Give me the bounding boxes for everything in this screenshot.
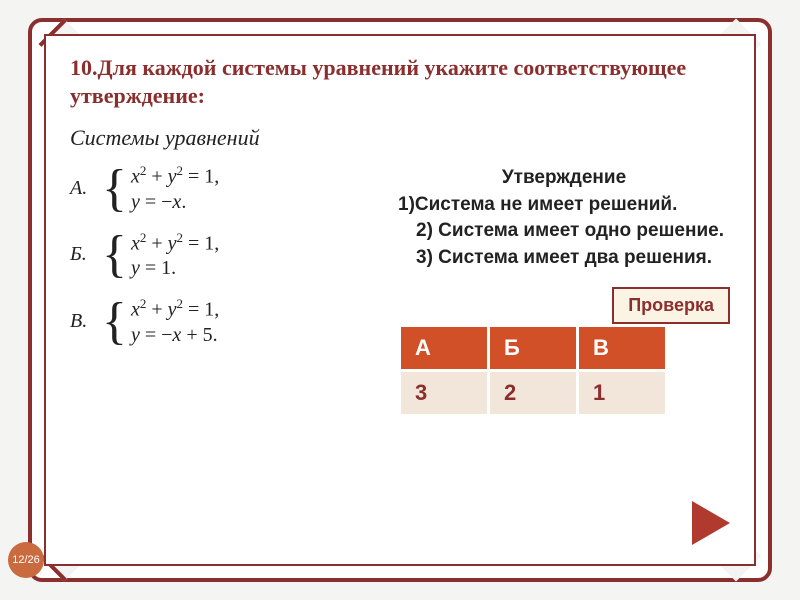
system-label: А. [70, 177, 92, 200]
table-header-row: А Б В [400, 326, 667, 371]
table-header-cell: А [400, 326, 489, 371]
assertion-item: 2) Система имеет одно решение. [398, 218, 730, 245]
assertion-item: 3) Система имеет два решения. [398, 245, 730, 272]
assertions-column: Утверждение 1)Система не имеет решений. … [398, 125, 730, 417]
equation: x2 + y2 = 1, [131, 230, 219, 256]
answer-table: А Б В 3 2 1 [398, 324, 668, 417]
table-header-cell: Б [489, 326, 578, 371]
page-indicator: 12/26 [8, 542, 44, 578]
system-label: Б. [70, 243, 92, 266]
assertions-block: Утверждение 1)Система не имеет решений. … [398, 165, 730, 271]
system-label: В. [70, 310, 92, 333]
check-button[interactable]: Проверка [612, 287, 730, 324]
question-number: 10. [70, 55, 98, 80]
table-value-cell: 3 [400, 371, 489, 416]
systems-column: Системы уравнений А. { x2 + y2 = 1, y = … [70, 125, 370, 417]
assertion-item: 1)Система не имеет решений. [398, 192, 730, 219]
table-header-cell: В [578, 326, 667, 371]
brace-icon: { [102, 301, 127, 343]
equation: x2 + y2 = 1, [131, 163, 219, 189]
content-row: Системы уравнений А. { x2 + y2 = 1, y = … [70, 125, 730, 417]
system-a: А. { x2 + y2 = 1, y = −x. [70, 163, 370, 214]
equation: y = −x + 5. [131, 324, 219, 347]
question-title: 10.Для каждой системы уравнений укажите … [70, 54, 730, 109]
slide-inner-frame: 10.Для каждой системы уравнений укажите … [44, 34, 756, 566]
equation: y = −x. [131, 191, 219, 214]
assertions-heading: Утверждение [398, 165, 730, 192]
table-value-row: 3 2 1 [400, 371, 667, 416]
equation: y = 1. [131, 257, 219, 280]
equation: x2 + y2 = 1, [131, 296, 219, 322]
question-text: Для каждой системы уравнений укажите соо… [70, 55, 686, 108]
table-value-cell: 1 [578, 371, 667, 416]
system-v: В. { x2 + y2 = 1, y = −x + 5. [70, 296, 370, 347]
systems-heading: Системы уравнений [70, 125, 370, 151]
table-value-cell: 2 [489, 371, 578, 416]
brace-icon: { [102, 234, 127, 276]
brace-icon: { [102, 168, 127, 210]
next-arrow-icon[interactable] [692, 501, 730, 545]
system-b: Б. { x2 + y2 = 1, y = 1. [70, 230, 370, 281]
